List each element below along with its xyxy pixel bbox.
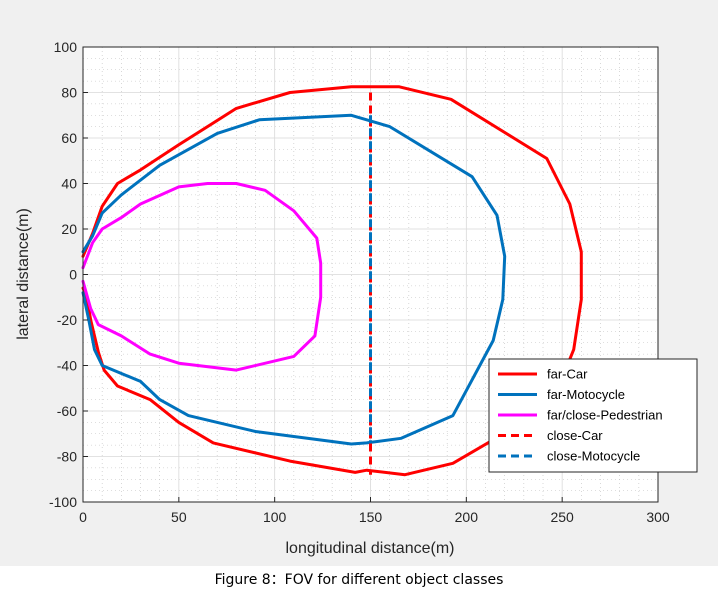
figure-panel: 0 50 100 150 200 250 300 -100 -80 -60 -40 -20 0 20 40… <box>0 0 718 566</box>
y-tick-label: -60 <box>57 403 77 419</box>
y-tick-label: 100 <box>54 39 78 55</box>
series-line-far-car <box>81 85 583 477</box>
fov-chart: 0 50 100 150 200 250 300 -100 -80 -60 -40 -20 0 20 40… <box>15 39 698 557</box>
series-line-far-motocycle <box>81 113 507 446</box>
series-layer <box>81 85 583 477</box>
x-tick-label: 50 <box>171 509 187 525</box>
legend-label-close-motocycle: close-Motocycle <box>547 449 640 464</box>
x-tick-label: 250 <box>550 509 574 525</box>
y-axis-title: lateral distance(m) <box>15 208 32 340</box>
x-axis-title: longitudinal distance(m) <box>286 540 455 557</box>
y-tick-label: -80 <box>57 449 77 465</box>
legend-label-far-close-pedestrian: far/close-Pedestrian <box>547 408 663 423</box>
y-tick-label: 0 <box>69 267 77 283</box>
y-tick-label: -20 <box>57 312 77 328</box>
legend-label-far-car: far-Car <box>547 367 588 382</box>
x-tick-label: 100 <box>263 509 287 525</box>
y-axis: -100 -80 -60 -40 -20 0 20 40 60 80 100 <box>49 39 88 510</box>
y-tick-label: 80 <box>61 85 77 101</box>
x-tick-label: 300 <box>646 509 670 525</box>
y-tick-label: -40 <box>57 358 77 374</box>
legend-label-close-car: close-Car <box>547 428 603 443</box>
y-tick-label: 60 <box>61 130 77 146</box>
x-tick-label: 200 <box>455 509 479 525</box>
x-axis: 0 50 100 150 200 250 300 <box>79 497 670 525</box>
x-tick-label: 0 <box>79 509 87 525</box>
series-line-far-close-pedestrian <box>81 182 323 372</box>
legend-label-far-motocycle: far-Motocycle <box>547 387 625 402</box>
legend: far-Car far-Motocycle far/close-Pedestrian… <box>488 358 698 473</box>
y-tick-label: -100 <box>49 494 77 510</box>
y-tick-label: 20 <box>61 221 77 237</box>
y-tick-label: 40 <box>61 176 77 192</box>
x-tick-label: 150 <box>359 509 383 525</box>
figure-caption: Figure 8：FOV for different object classe… <box>214 572 504 588</box>
